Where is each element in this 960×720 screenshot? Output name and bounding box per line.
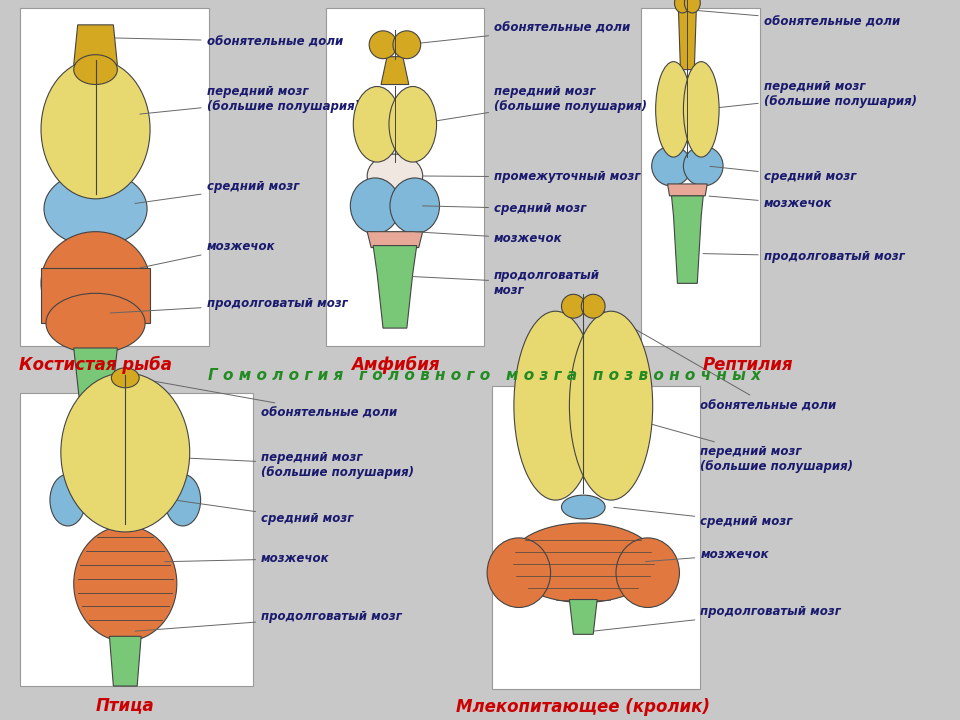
Ellipse shape xyxy=(46,293,145,353)
Ellipse shape xyxy=(582,294,605,318)
Text: промежуточный мозг: промежуточный мозг xyxy=(422,171,640,184)
Polygon shape xyxy=(381,57,409,84)
Ellipse shape xyxy=(389,86,437,162)
Ellipse shape xyxy=(41,60,150,199)
Text: средний мозг: средний мозг xyxy=(422,202,587,215)
Bar xyxy=(325,8,484,346)
Ellipse shape xyxy=(684,62,719,157)
Text: обонятельные доли: обонятельные доли xyxy=(138,378,397,419)
Text: средний мозг: средний мозг xyxy=(710,166,856,184)
Ellipse shape xyxy=(44,171,147,246)
Text: передний мозг
(большие полушария): передний мозг (большие полушария) xyxy=(140,86,360,114)
Text: мозжечок: мозжечок xyxy=(645,549,769,562)
Text: Амфибия: Амфибия xyxy=(350,356,439,374)
Text: обонятельные доли: обонятельные доли xyxy=(110,35,343,48)
Text: передний мозг
(большие полушария): передний мозг (большие полушария) xyxy=(705,81,917,109)
Text: продолговатый мозг: продолговатый мозг xyxy=(703,250,904,263)
Polygon shape xyxy=(667,184,708,196)
Ellipse shape xyxy=(509,523,658,603)
Ellipse shape xyxy=(367,154,422,198)
Text: продолговатый мозг: продолговатый мозг xyxy=(135,610,402,631)
Bar xyxy=(492,386,700,689)
Text: Костистая рыба: Костистая рыба xyxy=(19,356,172,374)
Ellipse shape xyxy=(50,474,85,526)
Ellipse shape xyxy=(487,538,551,608)
Ellipse shape xyxy=(616,538,680,608)
Ellipse shape xyxy=(350,178,400,234)
Ellipse shape xyxy=(562,294,586,318)
Ellipse shape xyxy=(41,232,150,335)
Polygon shape xyxy=(679,10,696,70)
Ellipse shape xyxy=(514,311,597,500)
Text: обонятельные доли: обонятельные доли xyxy=(693,10,900,28)
Text: продолговатый мозг: продолговатый мозг xyxy=(594,605,841,631)
Text: мозжечок: мозжечок xyxy=(165,552,329,565)
Polygon shape xyxy=(74,25,117,65)
Text: обонятельные доли: обонятельные доли xyxy=(597,307,836,412)
Text: Птица: Птица xyxy=(96,696,155,714)
Text: передний мозг
(большие полушария): передний мозг (большие полушария) xyxy=(175,451,414,480)
Text: Г о м о л о г и я   г о л о в н о г о   м о з г а   п о з в о н о ч н ы х: Г о м о л о г и я г о л о в н о г о м о … xyxy=(207,369,760,383)
Polygon shape xyxy=(671,196,704,284)
Text: мозжечок: мозжечок xyxy=(140,240,276,268)
Bar xyxy=(20,8,208,346)
Ellipse shape xyxy=(684,146,723,186)
Ellipse shape xyxy=(393,31,420,58)
Text: обонятельные доли: обонятельные доли xyxy=(408,22,631,45)
Ellipse shape xyxy=(74,526,177,642)
Ellipse shape xyxy=(684,0,700,13)
Polygon shape xyxy=(109,636,141,686)
Text: продолговатый
мозг: продолговатый мозг xyxy=(413,269,600,297)
Polygon shape xyxy=(569,600,597,634)
Ellipse shape xyxy=(569,311,653,500)
Ellipse shape xyxy=(111,368,139,388)
Ellipse shape xyxy=(165,474,201,526)
Text: мозжечок: мозжечок xyxy=(416,232,563,245)
Text: Рептилия: Рептилия xyxy=(703,356,793,374)
Text: передний мозг
(большие полушария): передний мозг (большие полушария) xyxy=(418,86,647,124)
Text: средний мозг: средний мозг xyxy=(178,500,353,526)
Ellipse shape xyxy=(370,31,396,58)
Bar xyxy=(640,8,759,346)
Ellipse shape xyxy=(74,55,117,84)
Polygon shape xyxy=(367,232,422,248)
Ellipse shape xyxy=(390,178,440,234)
Text: средний мозг: средний мозг xyxy=(613,508,793,528)
Text: передний мозг
(большие полушария): передний мозг (большие полушария) xyxy=(624,416,853,473)
Text: мозжечок: мозжечок xyxy=(709,196,832,210)
Polygon shape xyxy=(41,269,150,323)
Polygon shape xyxy=(74,348,117,402)
Text: продолговатый мозг: продолговатый мозг xyxy=(110,297,348,313)
Ellipse shape xyxy=(60,373,190,532)
Ellipse shape xyxy=(353,86,401,162)
Bar xyxy=(20,392,253,686)
Ellipse shape xyxy=(656,62,691,157)
Text: Млекопитающее (кролик): Млекопитающее (кролик) xyxy=(456,698,710,716)
Ellipse shape xyxy=(562,495,605,519)
Ellipse shape xyxy=(652,146,691,186)
Ellipse shape xyxy=(675,0,690,13)
Polygon shape xyxy=(373,246,417,328)
Text: средний мозг: средний мозг xyxy=(135,181,299,204)
